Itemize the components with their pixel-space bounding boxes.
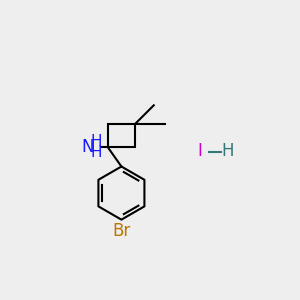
- Text: I: I: [197, 142, 202, 160]
- Text: N: N: [81, 138, 94, 156]
- Text: H: H: [221, 142, 234, 160]
- Text: Br: Br: [112, 222, 130, 240]
- Text: H: H: [90, 134, 102, 148]
- Text: H: H: [90, 145, 102, 160]
